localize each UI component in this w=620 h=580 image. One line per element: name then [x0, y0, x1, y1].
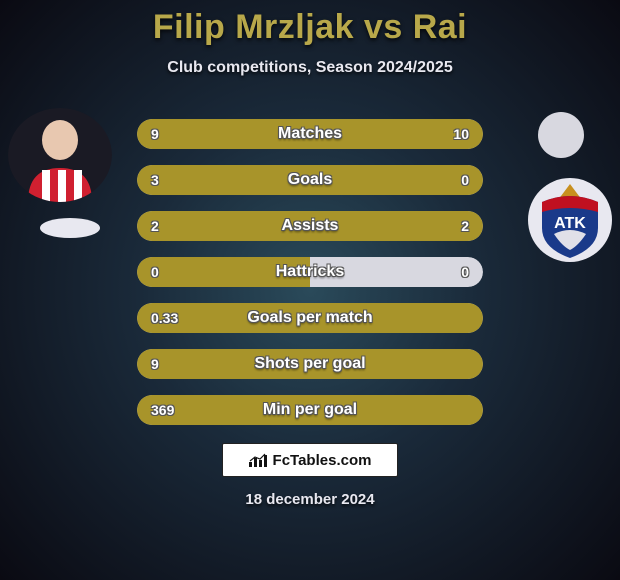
bar-left-fill	[137, 257, 310, 287]
bar-left-fill	[137, 211, 310, 241]
footer-brand-text: FcTables.com	[273, 452, 372, 469]
metric-row: 22Assists	[137, 211, 483, 241]
bar-right-fill	[310, 211, 483, 241]
metric-row: 30Goals	[137, 165, 483, 195]
bar-left-fill	[137, 165, 483, 195]
player-right-club-badge: ATK	[528, 178, 612, 262]
bar-left-fill	[137, 395, 483, 425]
subtitle: Club competitions, Season 2024/2025	[167, 59, 452, 77]
bar-left-fill	[137, 349, 483, 379]
metric-row: 369Min per goal	[137, 395, 483, 425]
svg-text:ATK: ATK	[554, 215, 586, 232]
bar-left-fill	[137, 303, 483, 333]
bar-left-fill	[137, 119, 301, 149]
metric-row: 910Matches	[137, 119, 483, 149]
page-title: Filip Mrzljak vs Rai	[153, 8, 467, 47]
content-root: Filip Mrzljak vs Rai Club competitions, …	[0, 0, 620, 580]
metric-row: 0.33Goals per match	[137, 303, 483, 333]
bar-right-fill	[301, 119, 483, 149]
date-text: 18 december 2024	[245, 491, 374, 508]
avatar-placeholder-icon	[8, 108, 112, 202]
metric-row: 00Hattricks	[137, 257, 483, 287]
comparison-bars: 910Matches 30Goals 22Assists 00Hattricks 0.3…	[137, 119, 483, 425]
player-right-avatar	[538, 112, 584, 158]
footer-brand-badge[interactable]: FcTables.com	[222, 443, 398, 477]
player-left-avatar	[8, 108, 112, 202]
player-left-club-badge	[40, 218, 100, 238]
club-badge-icon: ATK	[528, 178, 612, 262]
chart-icon	[249, 453, 267, 467]
metric-row: 9Shots per goal	[137, 349, 483, 379]
